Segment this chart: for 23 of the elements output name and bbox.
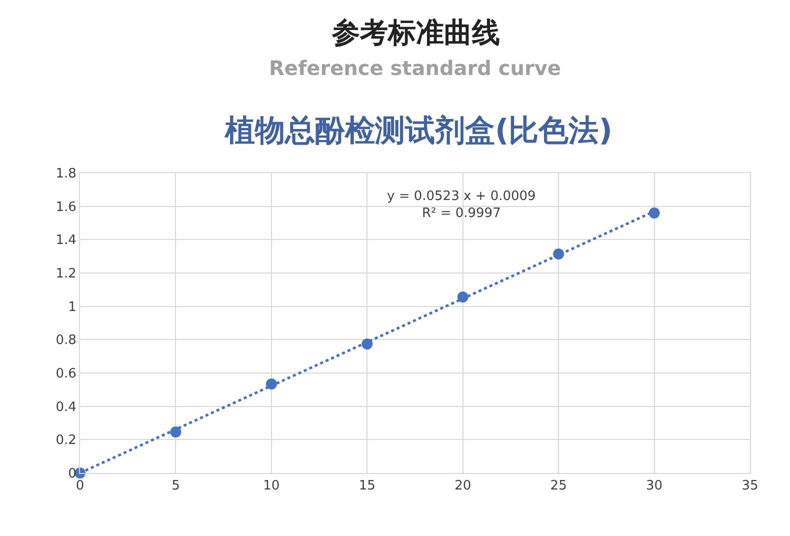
x-tick-label: 25 [550,478,567,494]
point [170,426,182,438]
x-tick-label: 5 [172,478,180,494]
y-tick-label: 0.6 [56,366,76,382]
x-tick-label: 20 [454,478,472,494]
chart-title: 植物总酚检测试剂盒(比色法) [224,114,612,148]
text: 参考标准曲线 [331,16,500,49]
y-tick-label: 1.8 [56,166,76,182]
y-tick-label: 1.4 [56,233,76,248]
x-tick-label: 10 [263,478,280,494]
y-tick-label: 0.2 [56,433,76,448]
y-tick-label: 0.4 [56,400,76,415]
x-tick-label: 30 [646,478,663,494]
y-tick-label: 0.8 [56,333,76,348]
y-tick-label: 1 [68,300,76,315]
text: Reference standard curve [269,56,561,80]
y-tick-label: 0 [68,466,76,482]
y-tick-label: 1.6 [56,200,76,215]
x-tick-label: 15 [358,478,376,494]
x-tick-label: 35 [742,478,758,494]
y-tick-label: 1.2 [56,266,76,282]
annotation: y = 0.0523 x + 0.0009 R² = 0.9997 [387,189,536,221]
point [648,208,660,218]
